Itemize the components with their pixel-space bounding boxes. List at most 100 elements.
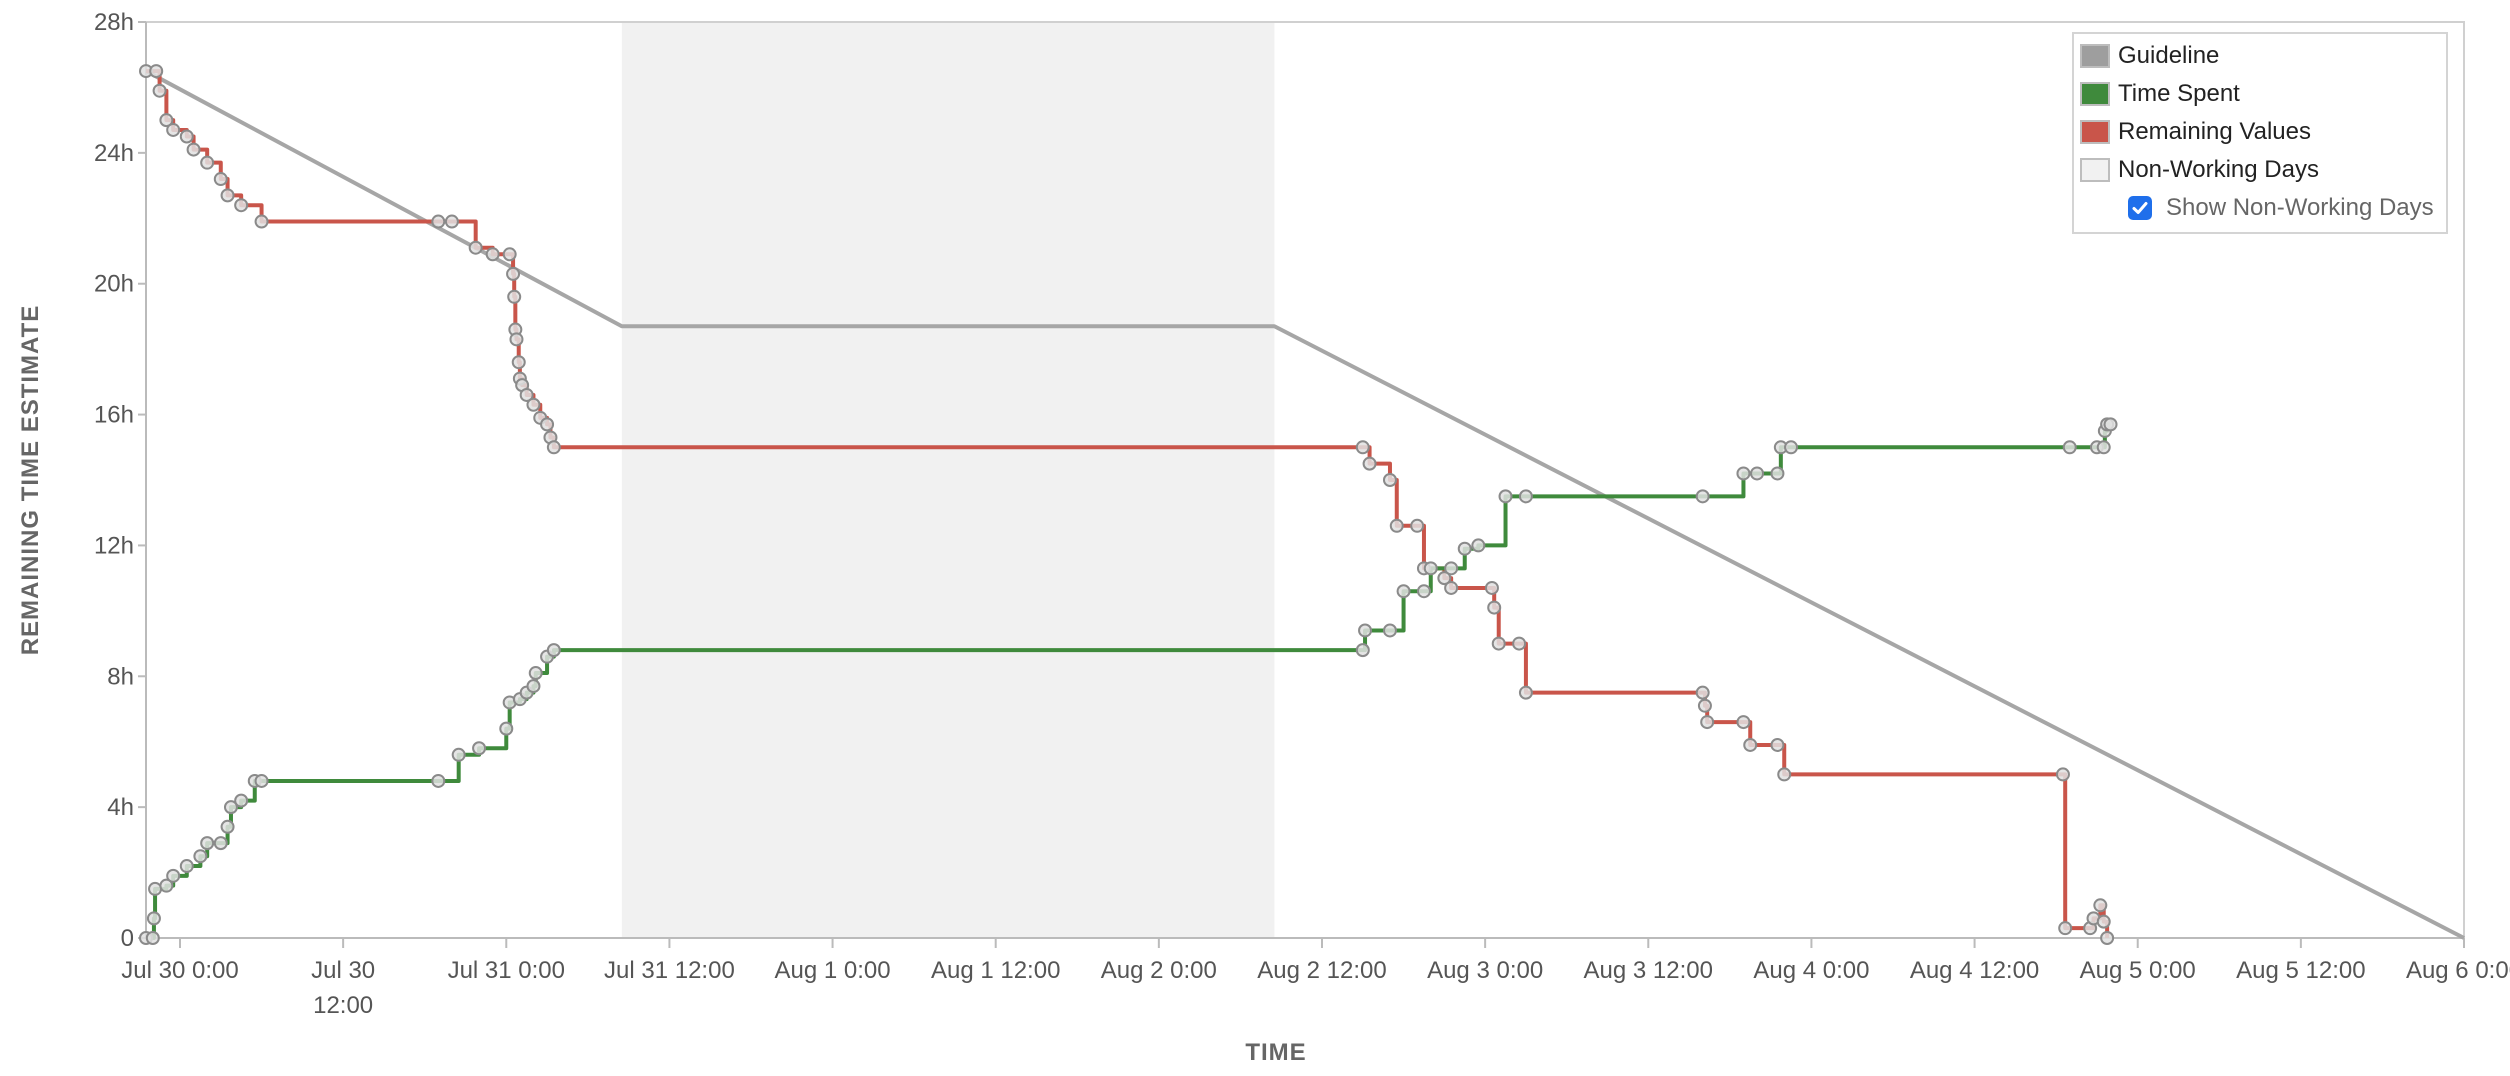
time-spent-point <box>254 773 269 788</box>
time-spent-point <box>1358 623 1373 638</box>
remaining-values-point <box>540 417 555 432</box>
remaining-values-point <box>509 332 524 347</box>
remaining-values-point <box>200 155 215 170</box>
show-non-working-days-toggle[interactable]: Show Non-Working Days <box>2128 194 2434 222</box>
remaining-values-point <box>213 172 228 187</box>
time-spent-point <box>193 849 208 864</box>
time-spent-point <box>499 721 514 736</box>
x-tick-label: Aug 2 12:00 <box>1257 957 1386 984</box>
remaining-values-point <box>502 247 517 262</box>
remaining-values-point <box>1487 600 1502 615</box>
time-spent-point <box>1770 466 1785 481</box>
remaining-values-point <box>1355 440 1370 455</box>
x-tick-label: Aug 6 0:00 <box>2406 957 2510 984</box>
legend-label-guideline: Guideline <box>2118 42 2220 69</box>
time-spent-point <box>2062 440 2077 455</box>
time-spent-point <box>1750 466 1765 481</box>
remaining-values-point <box>1444 580 1459 595</box>
time-spent-point <box>1518 489 1533 504</box>
x-tick-label: Jul 30 <box>311 957 375 984</box>
legend-item-time-spent[interactable]: Time Spent <box>2080 78 2240 110</box>
x-tick-label: Aug 1 0:00 <box>775 957 891 984</box>
time-spent-point <box>2096 440 2111 455</box>
remaining-values-point <box>485 247 500 262</box>
time-spent-point <box>179 859 194 874</box>
y-tick-label: 12h <box>94 532 134 559</box>
remaining-values-point <box>444 214 459 229</box>
x-tick-label: 12:00 <box>313 992 373 1019</box>
show-non-working-days-label: Show Non-Working Days <box>2166 194 2434 221</box>
guideline-line <box>145 69 2465 940</box>
remaining-values-point <box>519 387 534 402</box>
remaining-values-point <box>2100 931 2115 945</box>
remaining-values-point <box>2055 767 2070 782</box>
x-tick-label: Jul 30 0:00 <box>121 957 238 984</box>
legend-item-guideline[interactable]: Guideline <box>2080 40 2219 72</box>
x-tick-label: Aug 4 12:00 <box>1910 957 2039 984</box>
remaining-values-point <box>179 129 194 144</box>
legend-swatch-time-spent <box>2080 82 2110 106</box>
remaining-values-point <box>220 188 235 203</box>
remaining-values-point <box>1437 571 1452 586</box>
remaining-values-point <box>507 289 522 304</box>
time-spent-point <box>546 643 561 658</box>
y-tick-label: 4h <box>107 794 134 821</box>
time-spent-point <box>528 666 543 681</box>
remaining-values-point <box>1777 767 1792 782</box>
remaining-values-point <box>1695 685 1710 700</box>
x-axis: Jul 30 0:00 Jul 30 12:00 Jul 31 0:00 Jul 31 … <box>121 937 2510 1019</box>
y-axis-title: REMAINING TIME ESTIMATE <box>17 305 44 656</box>
time-spent-point <box>451 747 466 762</box>
time-spent-point <box>526 679 541 694</box>
legend-swatch-guideline <box>2080 44 2110 68</box>
remaining-values-point <box>1491 636 1506 651</box>
show-non-working-days-checkbox[interactable] <box>2128 196 2152 220</box>
time-spent-point <box>1471 538 1486 553</box>
time-spent-point <box>1736 466 1751 481</box>
time-spent-point <box>2103 417 2118 432</box>
time-spent-point <box>166 868 181 883</box>
remaining-values-point <box>1410 518 1425 533</box>
non-working-days-bands <box>621 23 1275 938</box>
remaining-values-point <box>1736 715 1751 730</box>
remaining-values-point <box>1512 636 1527 651</box>
time-spent-point <box>146 911 161 926</box>
y-axis: 0 4h 8h 12h 16h 20h 24h 28h <box>94 9 147 952</box>
x-tick-label: Aug 2 0:00 <box>1101 957 1217 984</box>
remaining-values-point <box>1382 473 1397 487</box>
time-spent-point <box>431 773 446 788</box>
remaining-values-point <box>506 266 521 281</box>
remaining-values-point <box>149 64 164 79</box>
time-spent-point <box>1396 584 1411 599</box>
remaining-values-point <box>159 113 174 128</box>
time-spent-point <box>1423 561 1438 576</box>
x-tick-label: Aug 5 0:00 <box>2080 957 2196 984</box>
y-tick-label: 28h <box>94 9 134 36</box>
time-spent-point <box>472 741 487 756</box>
non-working-day-band <box>621 23 1275 938</box>
remaining-values-point <box>1770 737 1785 752</box>
legend-label-remaining-values: Remaining Values <box>2118 118 2311 145</box>
remaining-values-point <box>1697 698 1712 713</box>
remaining-values-point <box>2093 898 2108 913</box>
y-tick-label: 0 <box>121 925 134 952</box>
legend-item-non-working-days[interactable]: Non-Working Days <box>2080 154 2319 186</box>
remaining-values-point <box>186 142 201 157</box>
remaining-values-point <box>234 198 249 213</box>
x-tick-label: Jul 31 0:00 <box>448 957 565 984</box>
remaining-values-point <box>1700 715 1715 730</box>
y-tick-label: 20h <box>94 271 134 298</box>
remaining-values-point <box>526 397 541 412</box>
remaining-values-point <box>1484 580 1499 595</box>
x-tick-label: Aug 5 12:00 <box>2236 957 2365 984</box>
y-tick-label: 24h <box>94 140 134 167</box>
time-spent-point <box>234 793 249 808</box>
time-spent-point <box>1498 489 1513 504</box>
time-spent-point <box>1444 561 1459 576</box>
x-tick-label: Aug 3 12:00 <box>1584 957 1713 984</box>
remaining-values-point <box>1518 685 1533 700</box>
remaining-values-point <box>2058 921 2073 936</box>
legend-item-remaining-values[interactable]: Remaining Values <box>2080 116 2311 148</box>
remaining-values-point <box>152 83 167 98</box>
legend-swatch-remaining-values <box>2080 120 2110 144</box>
